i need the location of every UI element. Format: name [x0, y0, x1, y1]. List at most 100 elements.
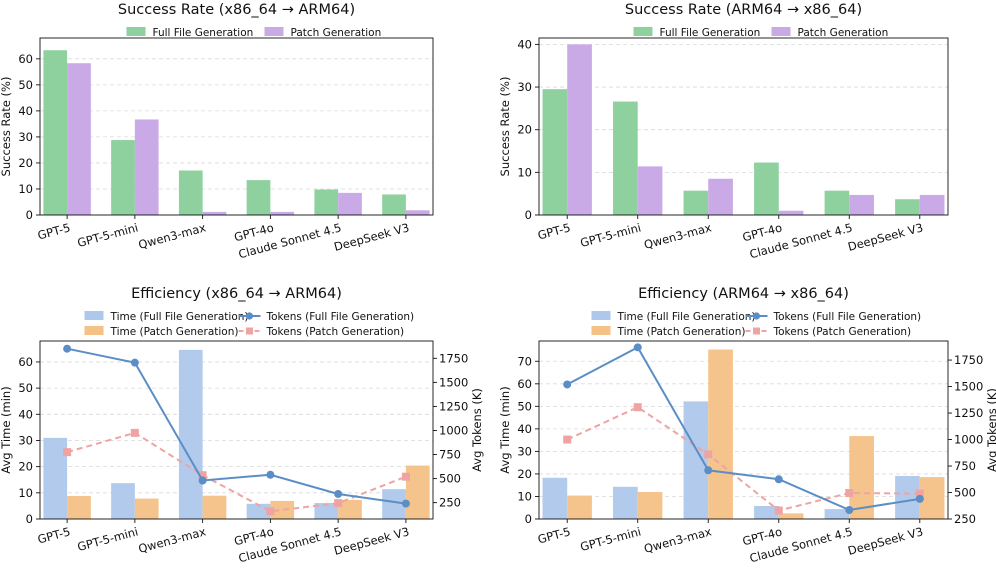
marker-tokens-patch-5 [915, 489, 924, 498]
bar-patch-5 [405, 210, 430, 215]
plot-frame [538, 340, 949, 520]
legend-marker-tokens-patch [246, 327, 253, 335]
y-tick-label: 30 [18, 433, 33, 447]
marker-tokens-full-0 [63, 344, 72, 353]
legend-swatch-time-full [591, 311, 611, 320]
x-tick-label: DeepSeek V3 [846, 524, 924, 558]
bar-full-4 [314, 503, 339, 519]
marker-tokens-patch-5 [401, 472, 410, 481]
bar-patch-5 [405, 465, 430, 519]
y-tick-label: 50 [18, 381, 33, 395]
bar-full-2 [683, 401, 709, 519]
bar-patch-5 [919, 477, 945, 519]
y2-axis-label: Avg Tokens (K) [470, 388, 484, 472]
bar-full-5 [382, 489, 406, 519]
y2-tick-label: 250 [954, 512, 976, 526]
plot-frame [39, 37, 434, 216]
legend-marker-tokens-patch [753, 327, 760, 335]
legend-label-tokens-patch: Tokens (Patch Generation) [773, 326, 912, 338]
marker-tokens-patch-2 [198, 471, 207, 480]
bar-patch-1 [637, 166, 663, 215]
x-tick-label: Qwen3-max [137, 220, 208, 252]
bar-full-1 [613, 486, 638, 519]
chart-panel-2: 0 10 20 30 40 Success Rate (%) GPT-5 GPT-5-mini… [498, 2, 949, 261]
bar-patch-2 [708, 349, 733, 519]
bar-patch-2 [708, 178, 733, 215]
bar-patch-4 [849, 194, 874, 215]
bar-full-2 [178, 349, 203, 519]
y2-tick-label: 250 [439, 496, 461, 510]
bar-patch-3 [270, 500, 295, 519]
legend-swatch-0 [126, 27, 146, 36]
chart-panel-3: 250 500 750 1000 1250 1500 1750 Avg Tokens (K) 0… [0, 286, 484, 565]
legend-label-time-patch: Time (Patch Generation) [110, 326, 239, 338]
legend-label-1: Patch Generation [798, 27, 889, 39]
bar-full-1 [111, 140, 135, 215]
y-tick-label: 20 [18, 156, 33, 170]
marker-tokens-full-1 [130, 358, 139, 367]
marker-tokens-full-2 [704, 466, 713, 475]
legend: Full File Generation Patch Generation [633, 27, 889, 39]
marker-tokens-full-3 [266, 470, 275, 479]
marker-tokens-full-0 [563, 380, 572, 389]
y-tick-label: 60 [18, 355, 33, 369]
y-tick-label: 60 [517, 377, 532, 391]
y2-axis-label: Avg Tokens (K) [985, 388, 996, 472]
y-tick-label: 0 [525, 208, 532, 222]
y-tick-label: 40 [18, 104, 33, 118]
marker-tokens-patch-0 [63, 448, 72, 457]
line-tokens-full [566, 346, 920, 512]
y-tick-label: 10 [517, 489, 532, 503]
y-tick-label: 0 [26, 208, 33, 222]
y2-tick-label: 750 [954, 459, 976, 473]
y2-tick-label: 1000 [439, 423, 468, 437]
y2-tick-label: 750 [439, 448, 461, 462]
legend-label-1: Patch Generation [291, 27, 382, 39]
marker-tokens-full-5 [915, 494, 924, 503]
y-tick-label: 30 [18, 130, 33, 144]
bar-full-4 [824, 190, 850, 215]
y2-tick-label: 1000 [954, 433, 983, 447]
marker-tokens-full-2 [198, 476, 207, 485]
y-tick-label: 10 [517, 165, 532, 179]
legend-label-0: Full File Generation [660, 27, 761, 39]
bar-full-3 [754, 505, 779, 519]
plot-frame [538, 37, 949, 216]
y-tick-label: 30 [517, 444, 532, 458]
y-tick-label: 0 [525, 512, 532, 526]
marker-tokens-patch-4 [845, 489, 854, 498]
marker-tokens-patch-4 [334, 499, 343, 508]
legend-swatch-time-patch [84, 326, 104, 335]
legend-label-time-full: Time (Full File Generation) [617, 311, 756, 323]
chart-title: Success Rate (ARM64 → x86_64) [625, 2, 862, 18]
y-tick-label: 20 [517, 467, 532, 481]
x-tick-label: GPT-5-mini [579, 220, 643, 250]
x-tick-label: GPT-5 [36, 524, 72, 546]
bar-full-3 [754, 162, 779, 215]
chart-panel-4: 250 500 750 1000 1250 1500 1750 Avg Tokens (K) 0… [498, 286, 996, 565]
bar-full-5 [895, 475, 920, 519]
y-tick-label: 30 [517, 80, 532, 94]
bar-full-0 [43, 50, 68, 216]
y-axis-label: Avg Time (min) [0, 386, 13, 473]
legend-label-tokens-full: Tokens (Full File Generation) [266, 311, 415, 323]
legend-swatch-time-patch [591, 326, 611, 335]
bar-patch-1 [637, 491, 663, 519]
bar-full-2 [178, 170, 203, 215]
marker-tokens-patch-1 [633, 403, 642, 412]
marker-tokens-patch-0 [563, 435, 572, 444]
y2-tick-label: 1750 [439, 351, 468, 365]
legend: Time (Full File Generation) Time (Patch G… [591, 311, 921, 338]
y-tick-label: 50 [517, 399, 532, 413]
marker-tokens-patch-3 [774, 506, 783, 515]
marker-tokens-full-4 [334, 489, 343, 498]
y-tick-label: 10 [18, 182, 33, 196]
bar-patch-2 [202, 211, 227, 215]
y-tick-label: 40 [517, 422, 532, 436]
y2-tick-label: 1750 [954, 353, 983, 367]
line-tokens-patch [566, 406, 920, 512]
bar-full-4 [314, 189, 339, 215]
y2-tick-label: 500 [954, 486, 976, 500]
y-tick-label: 50 [18, 78, 33, 92]
